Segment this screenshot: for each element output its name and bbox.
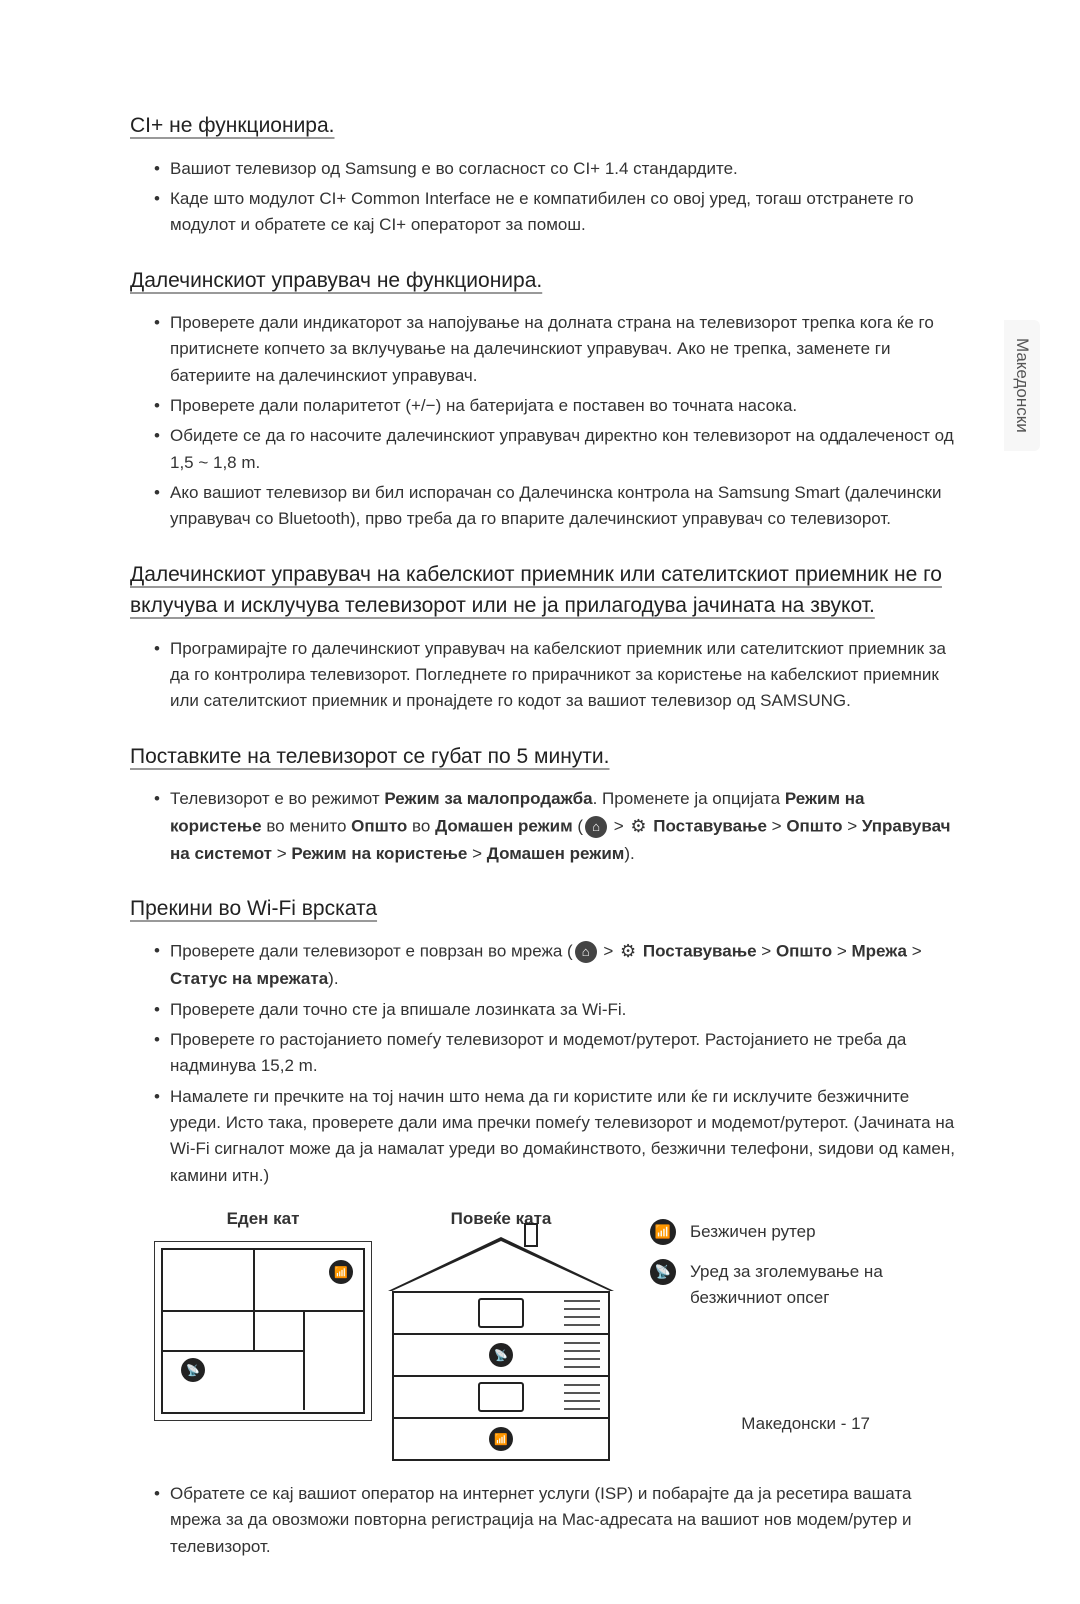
bold-text: Режим на користење (291, 844, 467, 863)
text: Проверете дали телевизорот е поврзан во … (170, 942, 573, 961)
bullet: Телевизорот е во режимот Режим за малопр… (154, 786, 960, 867)
text: Телевизорот е во режимот (170, 789, 384, 808)
bullet: Проверете го растојанието помеѓу телевиз… (154, 1027, 960, 1080)
tv-icon (478, 1382, 524, 1412)
settings-bullets: Телевизорот е во режимот Режим за малопр… (130, 786, 960, 867)
text: > (832, 942, 851, 961)
section-heading-remote: Далечинскиот управувач не функционира. (130, 265, 960, 297)
tv-icon (478, 1298, 524, 1328)
page-content: CI+ не функционира. Вашиот телевизор од … (0, 0, 1080, 1604)
bullet: Проверете дали индикаторот за напојување… (154, 310, 960, 389)
text: > (767, 816, 786, 835)
bullet: Намалете ги пречките на тој начин што не… (154, 1084, 960, 1189)
cable-bullets: Програмирајте го далечинскиот управувач … (130, 636, 960, 715)
bullet: Каде што модулот CI+ Common Interface не… (154, 186, 960, 239)
bullet: Проверете дали телевизорот е поврзан во … (154, 938, 960, 992)
text: > (467, 844, 486, 863)
bullet: Проверете дали точно сте ја впишале лози… (154, 997, 960, 1023)
legend-text: Уред за зголемување на безжичниот опсег (690, 1259, 960, 1310)
bold-text: Општо (786, 816, 842, 835)
diagram-label-single: Еден кат (227, 1209, 300, 1229)
wifi-bullets: Проверете дали телевизорот е поврзан во … (130, 938, 960, 1189)
bold-text: Поставување (643, 942, 757, 961)
router-icon: 📶 (489, 1427, 513, 1451)
section-heading-settings: Поставките на телевизорот се губат по 5 … (130, 741, 960, 773)
text: > (599, 942, 618, 961)
diagram-multi-floor: Повеќе ката 📡 (392, 1209, 610, 1461)
bold-text: Домашен режим (435, 816, 573, 835)
section-heading-cable: Далечинскиот управувач на кабелскиот при… (130, 559, 960, 622)
side-tab: Македонски (1004, 320, 1040, 451)
text: во (407, 816, 435, 835)
remote-bullets: Проверете дали индикаторот за напојување… (130, 310, 960, 533)
legend-item: 📡 Уред за зголемување на безжичниот опсе… (650, 1259, 960, 1310)
router-icon: 📶 (329, 1260, 353, 1284)
text: > (272, 844, 291, 863)
section-heading-ci: CI+ не функционира. (130, 110, 960, 142)
text: ). (624, 844, 634, 863)
extender-icon: 📡 (489, 1343, 513, 1367)
text: > (609, 816, 628, 835)
gear-icon: ⚙ (630, 813, 646, 841)
home-icon: ⌂ (585, 816, 607, 838)
extender-icon: 📡 (181, 1358, 205, 1382)
bold-text: Режим за малопродажба (384, 789, 592, 808)
text: ). (328, 969, 338, 988)
section-heading-wifi: Прекини во Wi-Fi врската (130, 893, 960, 925)
bold-text: Домашен режим (487, 844, 625, 863)
house-image: 📡 📶 (392, 1241, 610, 1461)
text: ( (573, 816, 583, 835)
bold-text: Поставување (653, 816, 767, 835)
text: > (907, 942, 922, 961)
wifi-bullets-after: Обратете се кај вашиот оператор на интер… (130, 1481, 960, 1560)
bullet: Проверете дали поларитетот (+/−) на бате… (154, 393, 960, 419)
bullet: Ако вашиот телевизор ви бил испорачан со… (154, 480, 960, 533)
gear-icon: ⚙ (620, 938, 636, 966)
text: . Променете ја опцијата (593, 789, 785, 808)
extender-icon: 📡 (650, 1259, 676, 1285)
diagram-single-floor: Еден кат 📶 📡 (154, 1209, 372, 1421)
legend-text: Безжичен рутер (690, 1219, 816, 1245)
legend-item: 📶 Безжичен рутер (650, 1219, 960, 1245)
ci-bullets: Вашиот телевизор од Samsung е во согласн… (130, 156, 960, 239)
bold-text: Статус на мрежата (170, 969, 328, 988)
text: > (842, 816, 861, 835)
bullet: Програмирајте го далечинскиот управувач … (154, 636, 960, 715)
bold-text: Мрежа (851, 942, 907, 961)
home-icon: ⌂ (575, 941, 597, 963)
legend: 📶 Безжичен рутер 📡 Уред за зголемување н… (650, 1219, 960, 1324)
text: > (757, 942, 776, 961)
floorplan-image: 📶 📡 (154, 1241, 372, 1421)
page-footer: Македонски - 17 (741, 1414, 870, 1434)
router-icon: 📶 (650, 1219, 676, 1245)
bullet: Вашиот телевизор од Samsung е во согласн… (154, 156, 960, 182)
bold-text: Општо (351, 816, 407, 835)
bold-text: Општо (776, 942, 832, 961)
text: во менито (262, 816, 352, 835)
bullet: Обратете се кај вашиот оператор на интер… (154, 1481, 960, 1560)
bullet: Обидете се да го насочите далечинскиот у… (154, 423, 960, 476)
